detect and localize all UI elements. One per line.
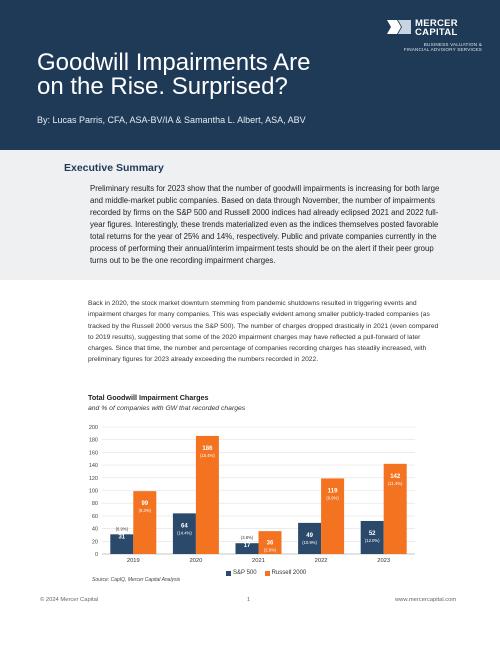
data-label: 119 [328, 488, 338, 494]
legend-swatch [264, 570, 270, 576]
pct-label: (6.9%) [116, 526, 129, 531]
y-tick-label: 200 [89, 425, 98, 431]
y-tick-label: 40 [92, 527, 98, 533]
legend-swatch [226, 570, 231, 576]
bar [235, 543, 259, 554]
y-tick-label: 160 [89, 450, 98, 456]
data-label: 17 [244, 543, 251, 549]
data-label: 31 [118, 534, 125, 540]
bar [110, 534, 134, 554]
y-tick-label: 140 [89, 463, 98, 469]
pct-label: (14.4%) [177, 530, 192, 535]
y-tick-label: 0 [95, 552, 98, 558]
executive-summary: Executive Summary Preliminary results fo… [0, 150, 500, 280]
logo-tagline: BUSINESS VALUATION & FINANCIAL ADVISORY … [403, 42, 482, 53]
pct-label: (9.9%) [326, 495, 339, 500]
pct-label: (2.8%) [264, 548, 277, 553]
bar [360, 520, 384, 554]
data-label: 36 [267, 541, 274, 547]
mercer-capital-logo: MERCER CAPITAL BUSINESS VALUATION & FINA… [387, 18, 482, 58]
data-label: 142 [390, 474, 401, 480]
pct-label: (11.4%) [388, 481, 403, 486]
x-tick-label: 2019 [127, 558, 140, 564]
y-tick-label: 60 [92, 514, 98, 520]
summary-text: Preliminary results for 2023 show that t… [90, 184, 440, 265]
summary-heading: Executive Summary [64, 162, 164, 174]
body-paragraph: Back in 2020, the stock market downturn … [88, 300, 439, 364]
chart-legend: S&P 500 Russell 2000 [226, 570, 306, 576]
data-label: 49 [306, 533, 313, 539]
pct-label: (8.3%) [139, 508, 152, 513]
x-tick-label: 2020 [189, 558, 202, 564]
y-tick-label: 20 [92, 539, 98, 545]
x-tick-label: 2021 [252, 558, 265, 564]
data-label: 52 [369, 531, 376, 537]
data-label: 99 [141, 501, 148, 507]
legend-item-sp500: S&P 500 [226, 570, 257, 576]
bar [195, 435, 219, 554]
x-tick-label: 2023 [377, 558, 390, 564]
y-tick-label: 120 [89, 476, 98, 482]
bar [172, 513, 196, 554]
pct-label: (12.0%) [365, 538, 380, 543]
bar [298, 522, 322, 554]
impairment-bar-chart: 0 20 40 60 80 100 120 140 160 180 200 31 (6.9%) 99(8.… [89, 425, 415, 564]
logo-mark-icon [387, 20, 411, 34]
y-tick-label: 80 [92, 501, 98, 507]
pct-label: (3.8%) [241, 535, 254, 540]
chart-subtitle: and % of companies with GW that recorded… [88, 405, 246, 412]
page-title: Goodwill Impairments Are on the Rise. Su… [37, 49, 311, 100]
legend-label: Russell 2000 [271, 570, 307, 576]
bar [321, 478, 345, 554]
legend-item-russell2000: Russell 2000 [264, 570, 307, 576]
data-label: 186 [202, 446, 213, 452]
x-tick-label: 2022 [315, 558, 328, 564]
y-tick-label: 180 [89, 438, 98, 444]
author-byline: By: Lucas Parris, CFA, ASA-BV/IA & Saman… [37, 115, 306, 125]
y-tick-label: 100 [89, 489, 98, 495]
pct-label: (10.9%) [302, 540, 317, 545]
bar [133, 491, 157, 554]
chart-title: Total Goodwill Impairment Charges [88, 393, 209, 402]
footer-url[interactable]: www.mercercapital.com [395, 597, 457, 603]
data-label: 64 [181, 523, 188, 529]
bar [258, 531, 282, 554]
header-banner: MERCER CAPITAL BUSINESS VALUATION & FINA… [0, 0, 500, 150]
chart-source: Source: CapIQ, Mercer Capital Analysis [92, 577, 181, 583]
bar [383, 463, 407, 554]
legend-label: S&P 500 [233, 570, 257, 576]
logo-name: MERCER CAPITAL [415, 18, 458, 38]
footer-page-number: 1 [247, 597, 251, 603]
pct-label: (15.4%) [200, 453, 215, 458]
footer-copyright: © 2024 Mercer Capital [40, 597, 99, 603]
